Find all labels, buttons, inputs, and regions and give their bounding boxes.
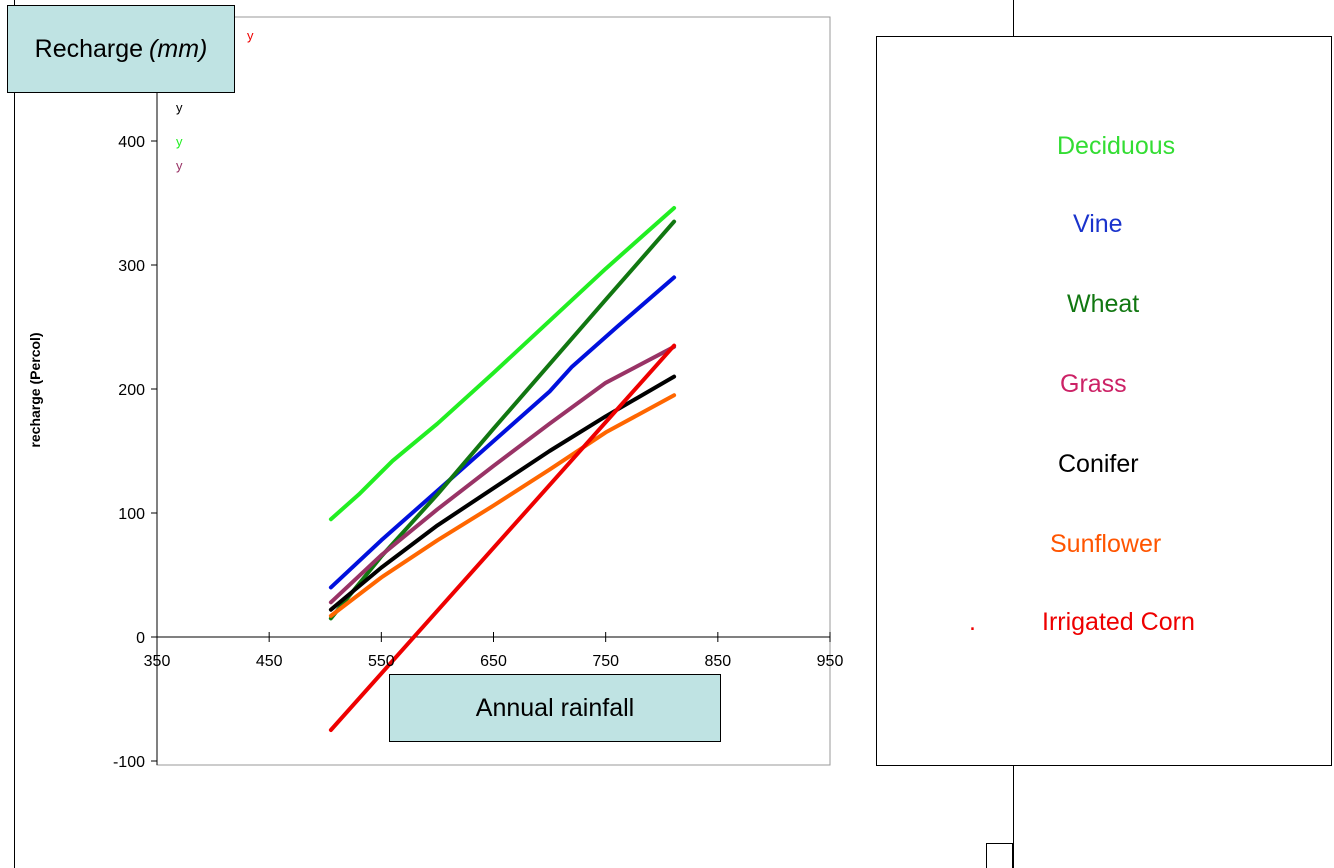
legend-item-conifer: Conifer [1058, 450, 1139, 478]
y-tick-label: 200 [118, 382, 145, 399]
x-tick-label: 350 [144, 653, 171, 670]
x-tick-label: 850 [704, 653, 731, 670]
annotation-y-purple: y [176, 158, 183, 173]
recharge-title-box: Recharge (mm) [7, 5, 235, 93]
legend-item-sunflower: Sunflower [1050, 530, 1162, 558]
legend-dot: . [969, 608, 976, 636]
series-line-deciduous [328, 206, 677, 522]
series-line-conifer [328, 374, 677, 612]
annotation-y-green: y [176, 134, 183, 149]
series-line-grass [328, 344, 677, 605]
y-tick-label: -100 [113, 754, 145, 771]
series-line-sunflower [328, 393, 677, 618]
x-tick-label: 750 [592, 653, 619, 670]
annotation-y-red: y [247, 28, 254, 43]
legend-item-grass: Grass [1060, 370, 1127, 398]
annotation-y-black: y [176, 100, 183, 115]
small-square-box [986, 843, 1013, 868]
x-tick-label: 450 [256, 653, 283, 670]
recharge-title-text: Recharge [34, 34, 144, 63]
recharge-unit-text: (mm) [149, 34, 208, 63]
y-tick-label: 100 [118, 506, 145, 523]
y-axis-label: recharge (Percol) [27, 332, 43, 447]
left-edge-line [14, 0, 15, 868]
legend-item-deciduous: Deciduous [1057, 132, 1176, 160]
y-tick-label: 300 [118, 258, 145, 275]
annual-rainfall-text: Annual rainfall [475, 693, 635, 722]
y-tick-label: 0 [136, 630, 145, 647]
series-line-vine [328, 275, 677, 590]
annual-rainfall-box: Annual rainfall [389, 674, 721, 742]
x-tick-label: 650 [480, 653, 507, 670]
series-line-irrigated-corn [328, 343, 677, 732]
y-tick-label: 400 [118, 134, 145, 151]
x-tick-label: 950 [817, 653, 844, 670]
legend-item-irrigated-corn: Irrigated Corn [1042, 608, 1195, 636]
line-chart: -100 0 100 200 300 400 350 450 550 650 750 850 950 r… [27, 16, 844, 771]
x-tick-label: 550 [368, 653, 395, 670]
legend-item-wheat: Wheat [1067, 290, 1140, 318]
legend-box: Deciduous Vine Wheat Grass Conifer Sunfl… [876, 36, 1332, 766]
legend-item-vine: Vine [1073, 210, 1123, 238]
